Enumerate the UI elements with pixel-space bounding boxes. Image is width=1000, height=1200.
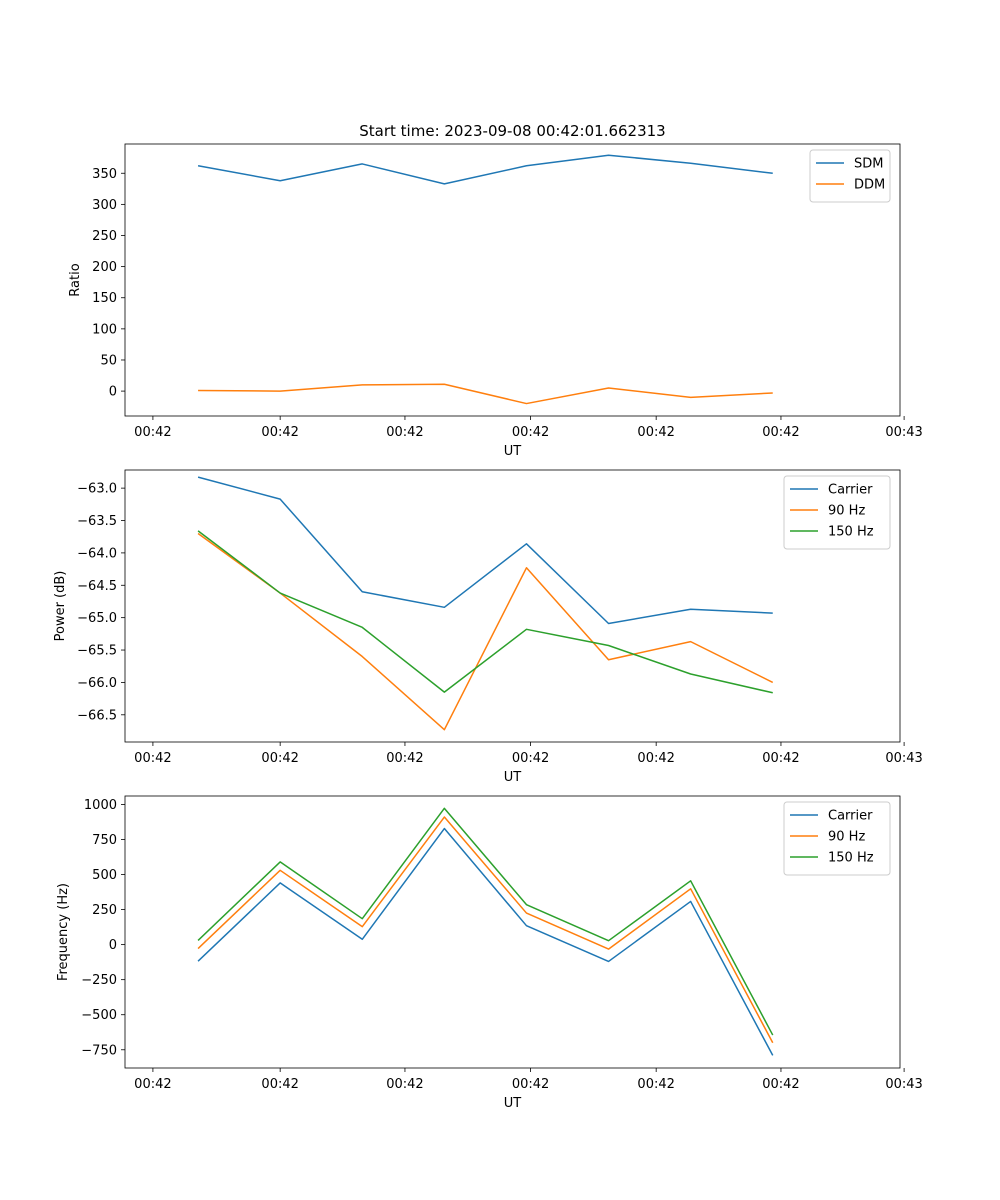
legend-label: 150 Hz xyxy=(828,525,874,540)
y-tick-label: −750 xyxy=(81,1043,117,1058)
subplot-2: 00:42 00:42 00:42 00:42 00:42 00:42 00:43 −66.5… xyxy=(53,469,923,785)
y-tick-label: −65.0 xyxy=(77,611,117,626)
x-tick-label: 00:42 xyxy=(386,1077,423,1092)
y-tick-label: 250 xyxy=(92,903,117,918)
legend-label: 90 Hz xyxy=(828,504,865,519)
legend-label: 90 Hz xyxy=(828,830,865,845)
y-tick-label: 250 xyxy=(92,229,117,244)
legend: SDM DDM xyxy=(809,149,891,203)
x-tick-label: 00:42 xyxy=(762,1077,799,1092)
series-line-90-hz xyxy=(197,532,774,731)
y-tick-label: −63.0 xyxy=(77,482,117,497)
x-tick-label: 00:42 xyxy=(637,751,674,766)
y-tick-label: −63.5 xyxy=(77,514,117,529)
y-tick-label: 100 xyxy=(92,322,117,337)
x-tick-label: 00:42 xyxy=(637,1077,674,1092)
legend-label: SDM xyxy=(854,157,883,172)
axes-frame xyxy=(124,795,901,1069)
y-axis-label: Frequency (Hz) xyxy=(56,883,71,981)
legend-label: 150 Hz xyxy=(828,851,874,866)
y-axis-label: Ratio xyxy=(68,263,83,296)
y-tick-label: −64.0 xyxy=(77,546,117,561)
y-tick-label: −66.5 xyxy=(77,708,117,723)
legend-label: Carrier xyxy=(828,483,873,498)
figure-title: Start time: 2023-09-08 00:42:01.662313 xyxy=(359,122,665,140)
x-tick-label: 00:42 xyxy=(512,1077,549,1092)
y-tick-label: −64.5 xyxy=(77,579,117,594)
y-tick-label: 50 xyxy=(100,353,117,368)
y-tick-label: 350 xyxy=(92,167,117,182)
x-axis-label: UT xyxy=(504,770,522,785)
series-line-ddm xyxy=(198,383,773,405)
x-tick-label: 00:42 xyxy=(261,1077,298,1092)
subplot-3: 00:42 00:42 00:42 00:42 00:42 00:42 00:43 −750 −… xyxy=(56,795,923,1111)
x-tick-label: 00:42 xyxy=(637,425,674,440)
x-tick-label: 00:42 xyxy=(762,425,799,440)
x-tick-label: 00:42 xyxy=(134,425,171,440)
legend: Carrier 90 Hz 150 Hz xyxy=(783,801,891,876)
x-tick-label: 00:42 xyxy=(134,751,171,766)
x-tick-label: 00:42 xyxy=(386,425,423,440)
legend: Carrier 90 Hz 150 Hz xyxy=(783,475,891,550)
y-tick-label: 150 xyxy=(92,291,117,306)
x-tick-label: 00:42 xyxy=(386,751,423,766)
series-line-sdm xyxy=(197,154,773,185)
y-tick-label: 300 xyxy=(92,198,117,213)
y-tick-label: 0 xyxy=(109,385,117,400)
x-tick-label: 00:43 xyxy=(885,425,922,440)
y-tick-label: −65.5 xyxy=(77,644,117,659)
y-tick-label: 0 xyxy=(109,938,117,953)
series-line-90-hz xyxy=(197,816,774,1044)
x-tick-label: 00:42 xyxy=(512,425,549,440)
y-tick-label: −500 xyxy=(81,1008,117,1023)
series-line-150-hz xyxy=(197,807,774,1036)
series-line-carrier xyxy=(197,476,773,625)
x-tick-label: 00:43 xyxy=(885,1077,922,1092)
y-tick-label: −66.0 xyxy=(77,676,117,691)
y-axis-label: Power (dB) xyxy=(53,571,68,642)
x-tick-label: 00:42 xyxy=(134,1077,171,1092)
series-line-carrier xyxy=(197,827,774,1056)
y-tick-label: 200 xyxy=(92,260,117,275)
y-tick-label: 750 xyxy=(92,833,117,848)
axes-frame xyxy=(124,469,901,743)
series-line-150-hz xyxy=(197,530,773,694)
x-axis-label: UT xyxy=(504,444,522,459)
x-tick-label: 00:43 xyxy=(885,751,922,766)
y-tick-label: 500 xyxy=(92,868,117,883)
y-tick-label: 1000 xyxy=(84,798,117,813)
subplots: 00:42 00:42 00:42 00:42 00:42 00:42 00:43 0 50 10… xyxy=(53,143,923,1111)
subplot-1: 00:42 00:42 00:42 00:42 00:42 00:42 00:43 0 50 10… xyxy=(68,143,923,459)
axes-frame xyxy=(124,143,901,417)
x-tick-label: 00:42 xyxy=(762,751,799,766)
x-axis-label: UT xyxy=(504,1096,522,1111)
x-tick-label: 00:42 xyxy=(261,425,298,440)
y-tick-label: −250 xyxy=(81,973,117,988)
x-tick-label: 00:42 xyxy=(261,751,298,766)
legend-label: DDM xyxy=(854,178,885,193)
x-tick-label: 00:42 xyxy=(512,751,549,766)
legend-label: Carrier xyxy=(828,809,873,824)
